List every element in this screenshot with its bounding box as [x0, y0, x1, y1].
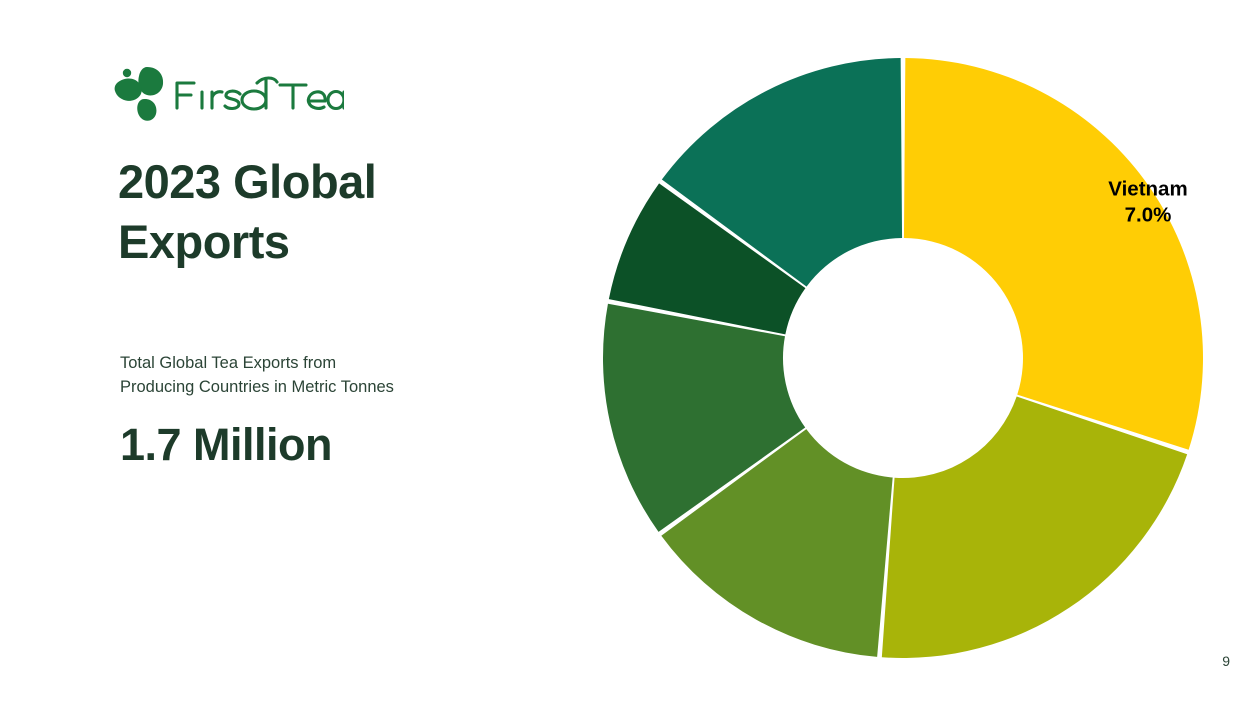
donut-slice-group [603, 58, 1203, 658]
slice-label-india: India 13.0% [1218, 342, 1260, 393]
logo-svg [114, 67, 346, 121]
slice-label-value: 13.0% [1217, 369, 1260, 392]
logo-wordmark [175, 76, 346, 111]
tea-leaves-icon [114, 67, 164, 121]
page-title-line-2: Exports [118, 215, 290, 269]
page-title: 2023 Global Exports [118, 152, 518, 272]
donut-chart: Kenya 30.1% China 21.2% Sri Lanka 13.8% … [560, 0, 1260, 709]
donut-slice-all-other [661, 58, 903, 287]
left-content-panel: 2023 Global Exports Total Global Tea Exp… [0, 0, 560, 709]
donut-slice-vietnam [608, 183, 806, 335]
stat-caption-line-1: Total Global Tea Exports from [120, 354, 337, 372]
summary-stat-block: Total Global Tea Exports from Producing … [120, 352, 540, 467]
donut-slice-china [881, 396, 1188, 658]
page-number: 9 [1222, 653, 1230, 669]
slice-label-name: India [1223, 343, 1260, 367]
firsdtea-logo [114, 64, 346, 122]
donut-slice-sri-lanka [661, 429, 893, 657]
stat-caption-line-2: Producing Countries in Metric Tonnes [120, 377, 394, 396]
donut-slice-kenya [903, 58, 1203, 450]
donut-slice-india [603, 303, 806, 532]
stat-caption: Total Global Tea Exports from Producing … [120, 352, 540, 400]
stat-value: 1.7 Million [120, 418, 333, 470]
page-title-line-1: 2023 Global [118, 155, 377, 208]
donut-chart-svg [603, 58, 1203, 658]
